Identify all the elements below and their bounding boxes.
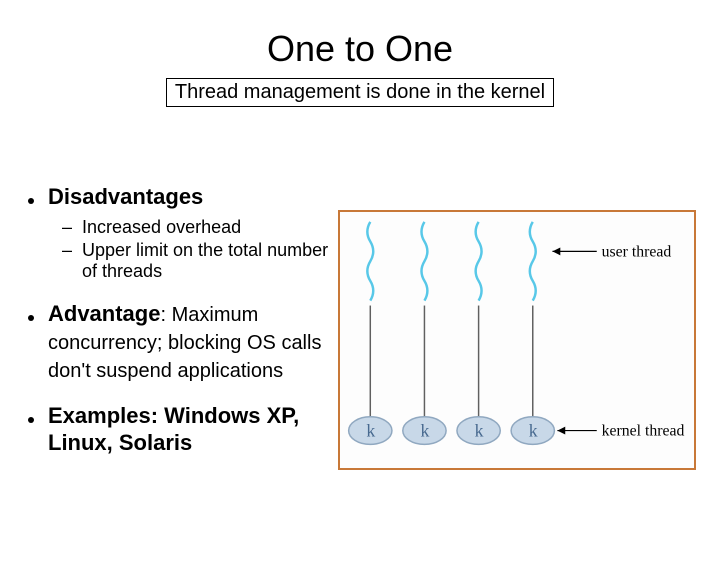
sub-item: – Upper limit on the total number of thr… <box>62 240 348 282</box>
slide-subtitle: Thread management is done in the kernel <box>166 78 554 107</box>
k-label: k <box>366 420 375 440</box>
kernel-thread-label: kernel thread <box>602 423 685 440</box>
dash-icon: – <box>62 217 72 238</box>
advantage-label: Advantage <box>48 301 160 326</box>
diagram-svg: user thread k k k k kernel thread <box>340 212 694 468</box>
connectors-group <box>370 306 532 419</box>
examples-label: Examples <box>48 403 151 428</box>
advantage-text: Advantage: Maximum concurrency; blocking… <box>48 300 348 384</box>
sub-item-text: Upper limit on the total number of threa… <box>82 240 348 282</box>
bullet-dot-icon <box>28 417 34 423</box>
sub-item-text: Increased overhead <box>82 217 241 238</box>
k-label: k <box>529 420 538 440</box>
examples-text: Examples: Windows XP, Linux, Solaris <box>48 402 348 457</box>
dash-icon: – <box>62 240 72 261</box>
kernel-threads-group: k k k k <box>349 417 555 445</box>
slide-title: One to One <box>0 28 720 70</box>
user-threads-group <box>367 222 535 301</box>
k-label: k <box>475 420 484 440</box>
disadvantages-sublist: – Increased overhead – Upper limit on th… <box>62 217 348 282</box>
bullet-dot-icon <box>28 315 34 321</box>
sub-item: – Increased overhead <box>62 217 348 238</box>
arrow-head-icon <box>557 427 565 435</box>
bullet-dot-icon <box>28 198 34 204</box>
k-label: k <box>421 420 430 440</box>
bullet-advantage: Advantage: Maximum concurrency; blocking… <box>28 300 348 384</box>
disadvantages-label: Disadvantages <box>48 183 203 211</box>
thread-diagram: user thread k k k k kernel thread <box>338 210 696 470</box>
bullet-examples: Examples: Windows XP, Linux, Solaris <box>28 402 348 457</box>
arrow-head-icon <box>552 247 560 255</box>
bullet-disadvantages: Disadvantages <box>28 183 348 211</box>
content-area: Disadvantages – Increased overhead – Upp… <box>28 183 348 457</box>
user-thread-label: user thread <box>602 243 672 260</box>
